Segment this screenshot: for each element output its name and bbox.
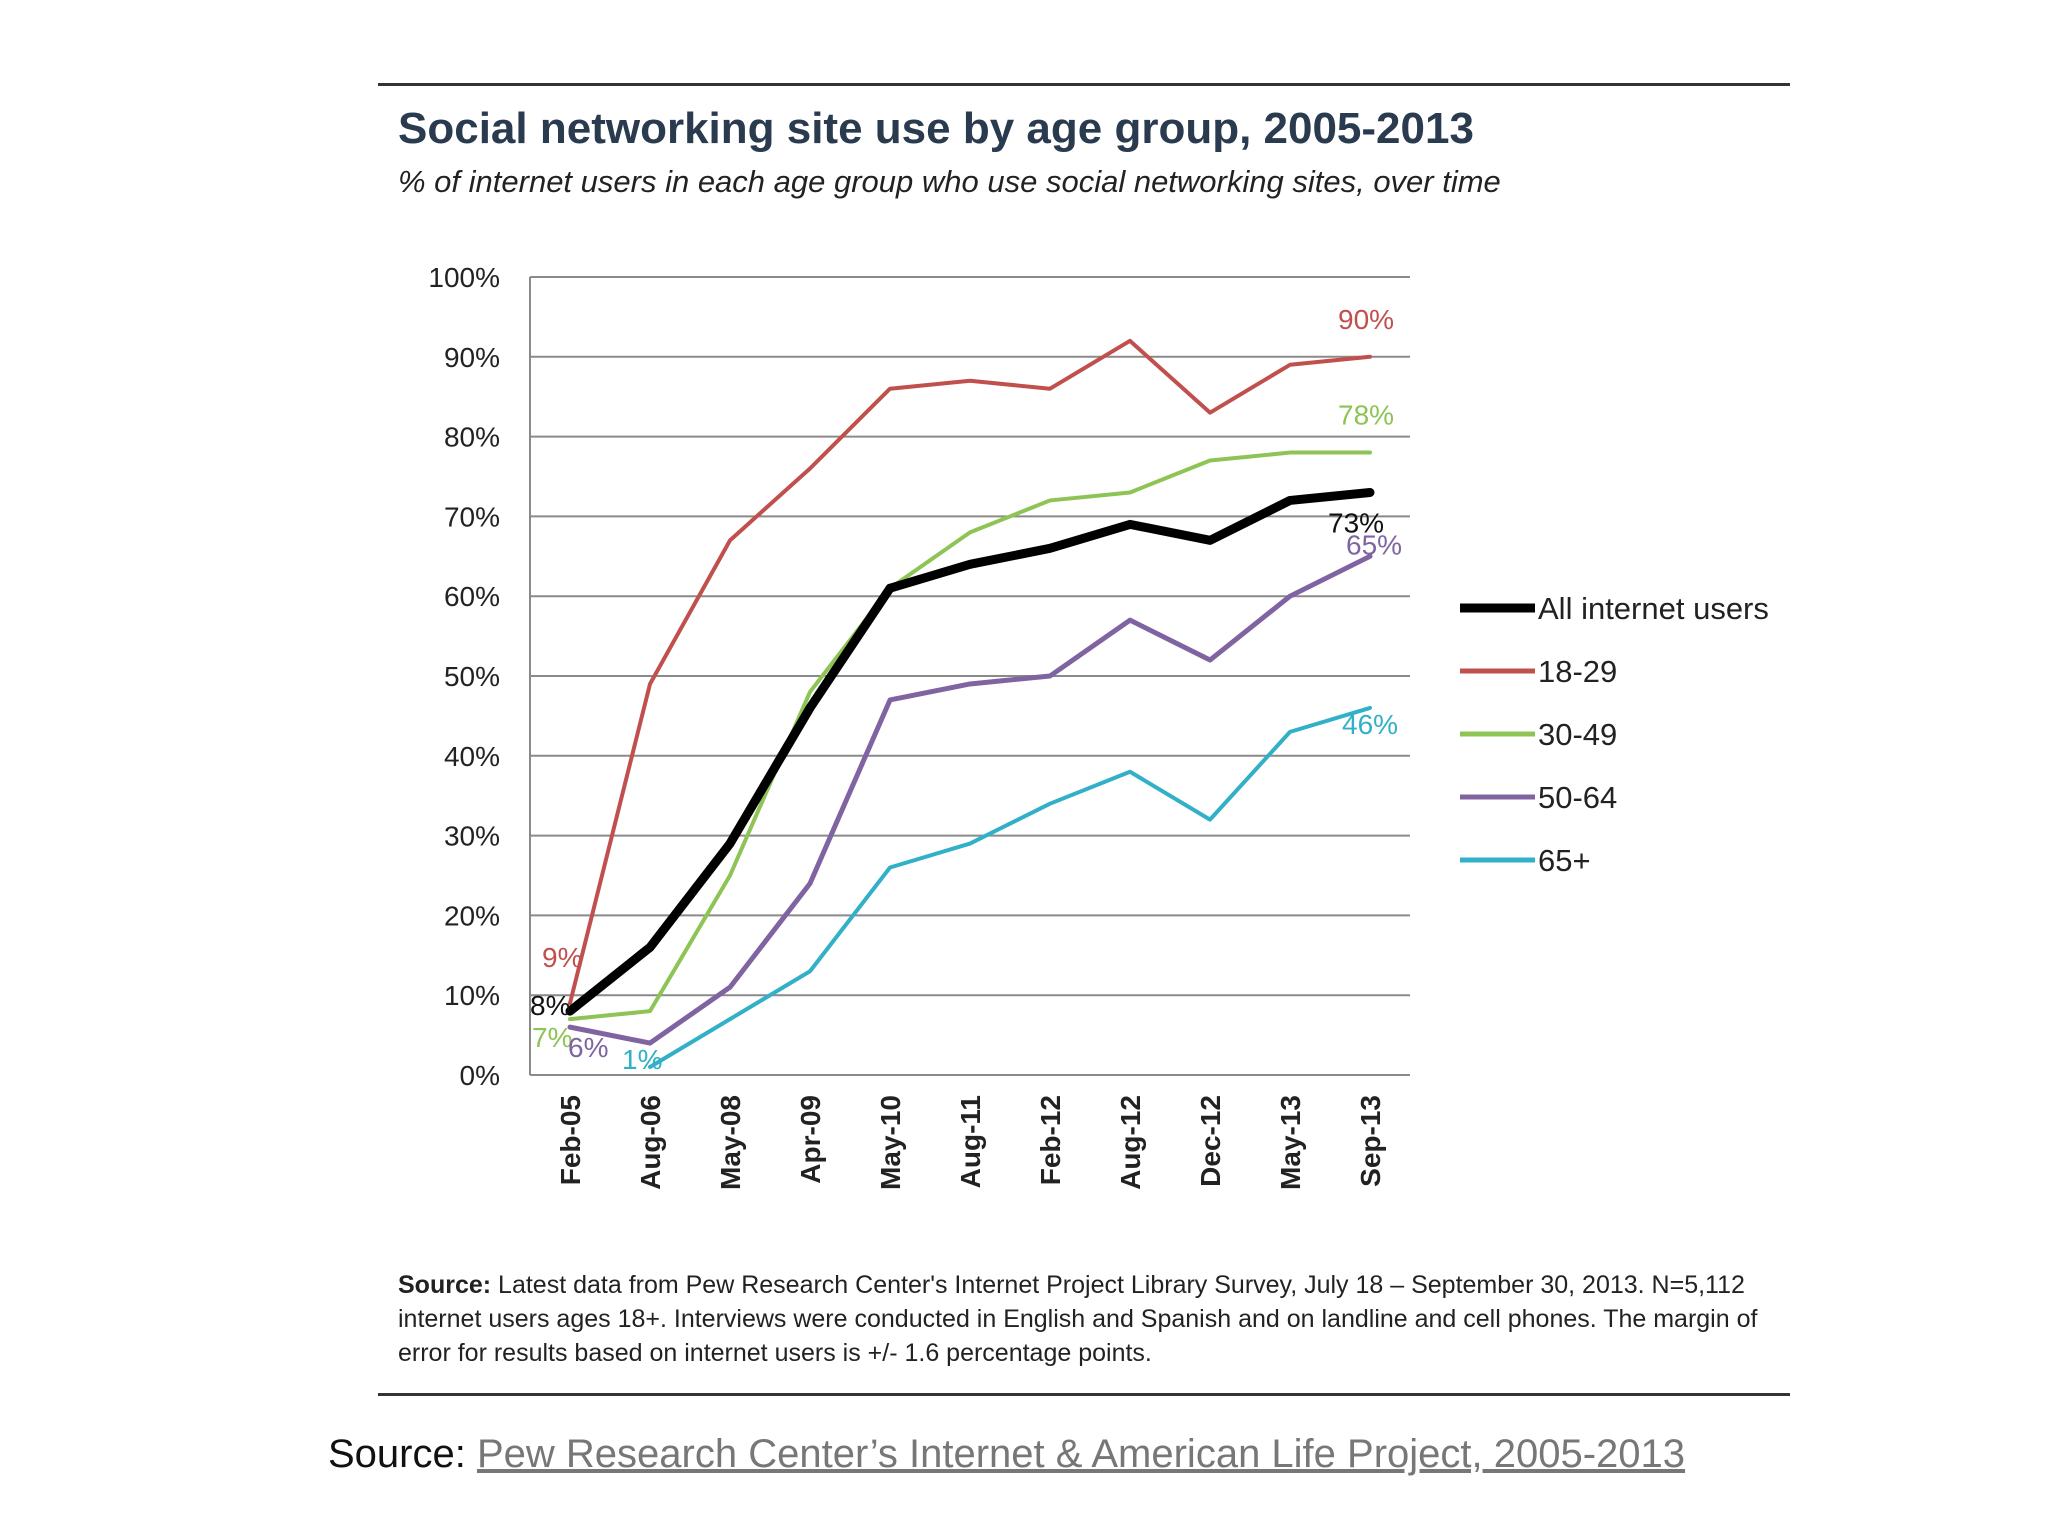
grid-lines	[529, 276, 1410, 1076]
y-tick-label: 20%	[444, 900, 500, 931]
series-line-30-49	[568, 450, 1372, 1022]
series-line-all-internet-users	[565, 487, 1375, 1016]
y-tick-label: 70%	[444, 501, 500, 532]
legend-label: 30-49	[1538, 717, 1617, 752]
data-label: 73%	[1328, 507, 1384, 538]
data-label: 7%	[532, 1022, 572, 1053]
x-tick-label: Aug-11	[955, 1095, 986, 1188]
footer-source-link[interactable]: Pew Research Center’s Internet & America…	[476, 1432, 1686, 1476]
source-note-label: Source:	[398, 1271, 492, 1299]
legend-label: 50-64	[1538, 780, 1617, 815]
x-tick-label: Feb-05	[555, 1095, 586, 1185]
x-tick-label: Dec-12	[1195, 1095, 1226, 1187]
x-tick-label: Feb-12	[1035, 1095, 1066, 1185]
y-tick-label: 10%	[444, 980, 500, 1011]
y-tick-label: 100%	[428, 262, 500, 293]
y-tick-label: 40%	[444, 741, 500, 772]
series-line-65-	[648, 705, 1372, 1070]
data-label: 65%	[1346, 529, 1402, 560]
source-note: Source: Latest data from Pew Research Ce…	[398, 1268, 1778, 1370]
y-axis-ticks: 0% 10% 20% 30% 40% 50% 60% 70% 80% 90% 100%	[428, 262, 500, 1091]
data-label: 1%	[622, 1044, 662, 1075]
data-labels: 9% 90% 7% 78% 6% 65% 1% 46% 8% 73%	[530, 304, 1402, 1075]
data-label: 8%	[530, 990, 570, 1021]
chart-subtitle: % of internet users in each age group wh…	[398, 164, 1501, 199]
series-line-18-29	[568, 338, 1372, 1006]
footer-source-label: Source:	[328, 1432, 477, 1476]
data-label: 46%	[1342, 709, 1398, 740]
x-tick-label: Sep-13	[1355, 1095, 1386, 1187]
legend-label: All internet users	[1538, 591, 1769, 626]
legend: All internet users 18-29 30-49 50-64 65+	[1460, 591, 1769, 878]
data-label: 78%	[1338, 400, 1394, 431]
legend-label: 18-29	[1538, 654, 1617, 689]
y-tick-label: 30%	[444, 821, 500, 852]
top-rule	[378, 83, 1790, 86]
bottom-rule	[378, 1393, 1790, 1396]
x-tick-label: Aug-06	[635, 1095, 666, 1190]
legend-label: 65+	[1538, 843, 1591, 878]
x-tick-label: May-13	[1275, 1095, 1306, 1190]
x-tick-label: Aug-12	[1115, 1095, 1146, 1190]
y-tick-label: 80%	[444, 422, 500, 453]
data-label: 9%	[542, 942, 582, 973]
x-tick-label: May-08	[715, 1095, 746, 1190]
y-tick-label: 0%	[460, 1060, 500, 1091]
series-lines	[565, 338, 1375, 1070]
x-axis-ticks: Feb-05 Aug-06 May-08 Apr-09 May-10 Aug-11 Feb-…	[555, 1095, 1386, 1190]
data-label: 6%	[568, 1032, 608, 1063]
series-line-50-64	[567, 553, 1373, 1046]
y-tick-label: 60%	[444, 581, 500, 612]
source-note-text: Latest data from Pew Research Center's I…	[398, 1271, 1758, 1367]
y-tick-label: 90%	[444, 342, 500, 373]
x-tick-label: Apr-09	[795, 1095, 826, 1184]
x-tick-label: May-10	[875, 1095, 906, 1190]
footer-source: Source: Pew Research Center’s Internet &…	[328, 1432, 1685, 1477]
chart-title: Social networking site use by age group,…	[398, 104, 1474, 153]
data-label: 90%	[1338, 304, 1394, 335]
y-tick-label: 50%	[444, 661, 500, 692]
